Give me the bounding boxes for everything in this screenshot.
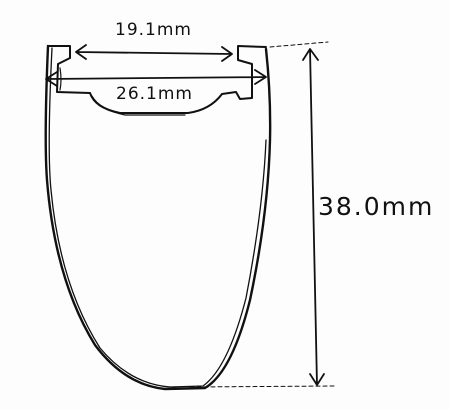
- rim-outer-profile: [44, 44, 272, 391]
- rim-bed-outline: [47, 45, 267, 114]
- depth-extension-top: [269, 41, 329, 48]
- inner-width-label: 19.1mm: [115, 20, 192, 40]
- outer-width-arrow: [45, 69, 267, 87]
- rim-depth-label: 38.0mm: [318, 192, 435, 221]
- depth-extension-bottom: [189, 385, 337, 388]
- depth-arrow: [302, 48, 325, 386]
- outer-width-label: 26.1mm: [116, 84, 193, 104]
- rim-outer-profile-retrace: [48, 47, 267, 388]
- inner-width-arrow: [75, 44, 233, 62]
